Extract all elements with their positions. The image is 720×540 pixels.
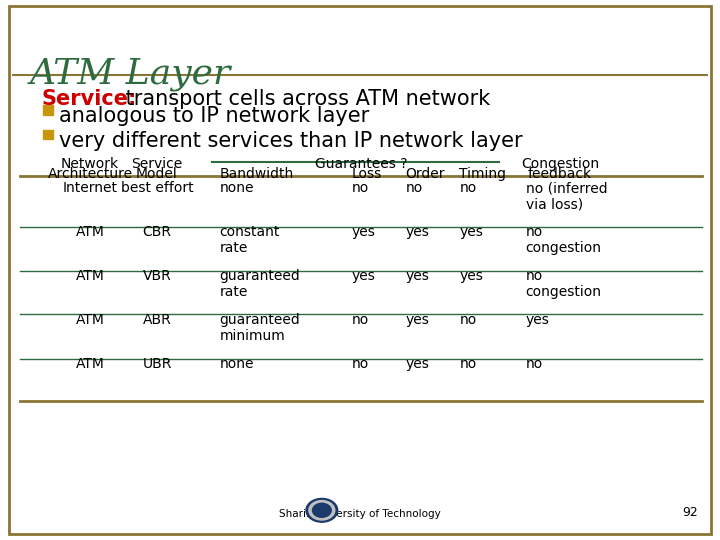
Text: yes: yes xyxy=(526,313,549,327)
Text: Timing: Timing xyxy=(459,167,506,181)
Text: yes: yes xyxy=(351,269,375,283)
Text: Architecture: Architecture xyxy=(48,167,132,181)
Text: 92: 92 xyxy=(683,507,698,519)
Text: Internet: Internet xyxy=(63,181,117,195)
Text: CBR: CBR xyxy=(143,225,171,239)
Text: none: none xyxy=(220,181,254,195)
Circle shape xyxy=(312,503,331,517)
Text: no: no xyxy=(526,357,543,372)
Text: yes: yes xyxy=(405,313,429,327)
Text: yes: yes xyxy=(459,225,483,239)
Text: yes: yes xyxy=(405,269,429,283)
Text: Service:: Service: xyxy=(41,89,136,109)
Text: Network: Network xyxy=(61,157,119,171)
Text: ABR: ABR xyxy=(143,313,171,327)
Text: no: no xyxy=(459,313,477,327)
Circle shape xyxy=(306,498,338,522)
Text: ATM: ATM xyxy=(76,269,104,283)
Text: no
congestion: no congestion xyxy=(526,269,602,299)
Text: no: no xyxy=(459,357,477,372)
Text: ATM: ATM xyxy=(76,313,104,327)
Text: guaranteed
minimum: guaranteed minimum xyxy=(220,313,300,343)
Text: yes: yes xyxy=(459,269,483,283)
Text: Bandwidth: Bandwidth xyxy=(220,167,294,181)
Text: Service: Service xyxy=(131,157,183,171)
Text: no: no xyxy=(351,357,369,372)
Text: no: no xyxy=(351,181,369,195)
Text: Loss: Loss xyxy=(351,167,382,181)
Text: no: no xyxy=(459,181,477,195)
Text: guaranteed
rate: guaranteed rate xyxy=(220,269,300,299)
Text: best effort: best effort xyxy=(121,181,193,195)
Text: feedback: feedback xyxy=(528,167,593,181)
Text: Sharif University of Technology: Sharif University of Technology xyxy=(279,509,441,519)
Text: none: none xyxy=(220,357,254,372)
Text: no
congestion: no congestion xyxy=(526,225,602,255)
Text: UBR: UBR xyxy=(143,357,171,372)
Text: transport cells across ATM network: transport cells across ATM network xyxy=(119,89,490,109)
Text: VBR: VBR xyxy=(143,269,171,283)
Text: yes: yes xyxy=(405,357,429,372)
Text: no (inferred
via loss): no (inferred via loss) xyxy=(526,181,607,212)
Text: analogous to IP network layer: analogous to IP network layer xyxy=(59,106,369,126)
Bar xyxy=(43,130,53,139)
Text: yes: yes xyxy=(405,225,429,239)
Text: yes: yes xyxy=(351,225,375,239)
Text: Order: Order xyxy=(405,167,445,181)
Text: ATM: ATM xyxy=(76,357,104,372)
Text: constant
rate: constant rate xyxy=(220,225,280,255)
Text: ATM Layer: ATM Layer xyxy=(30,57,232,91)
Text: Congestion: Congestion xyxy=(521,157,599,171)
Text: no: no xyxy=(351,313,369,327)
Text: Model: Model xyxy=(136,167,178,181)
Text: Guarantees ?: Guarantees ? xyxy=(315,157,408,171)
Bar xyxy=(43,105,53,115)
Text: no: no xyxy=(405,181,423,195)
Text: very different services than IP network layer: very different services than IP network … xyxy=(59,131,523,151)
Circle shape xyxy=(309,501,335,520)
Text: ATM: ATM xyxy=(76,225,104,239)
